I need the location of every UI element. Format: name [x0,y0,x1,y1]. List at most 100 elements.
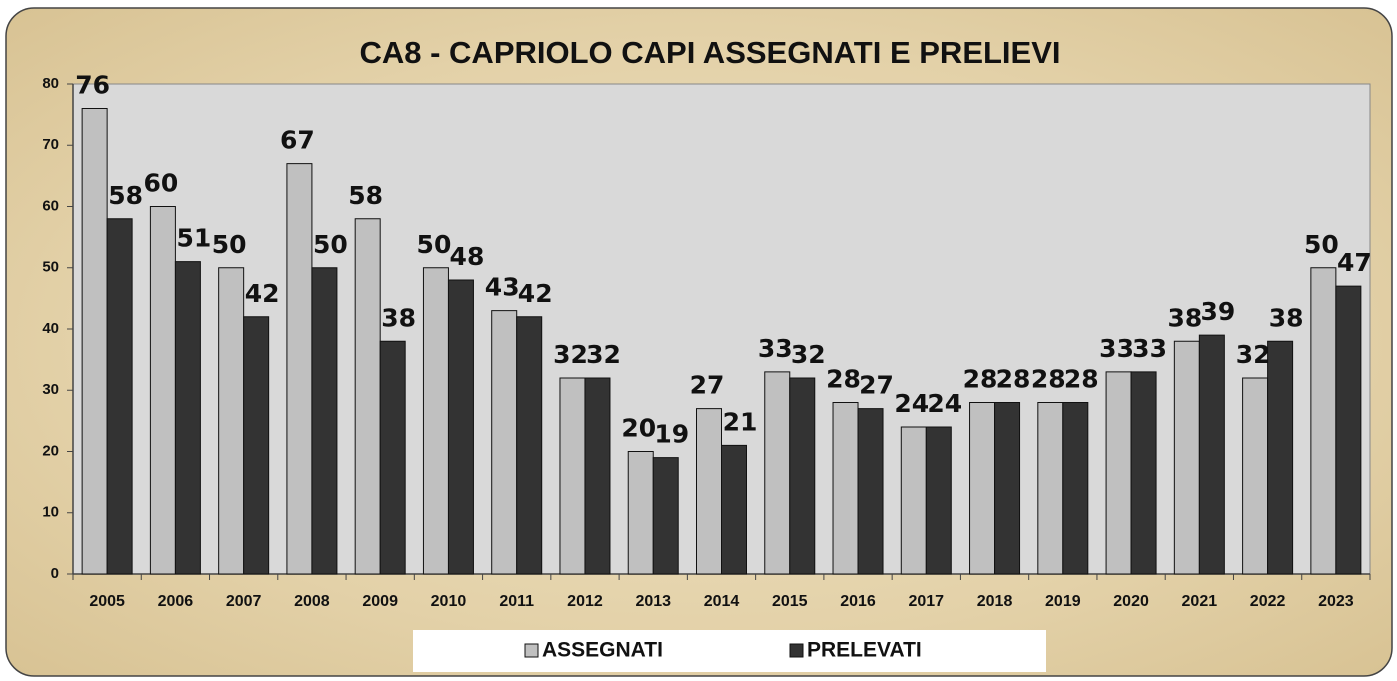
bar [652,457,679,575]
bar [764,371,791,575]
data-label: 50 [417,230,452,259]
y-tick-label: 60 [42,197,59,214]
data-label: 19 [654,420,689,449]
bar [1130,371,1157,575]
bar [447,279,474,575]
x-tick-label: 2020 [1113,593,1149,610]
y-tick-label: 10 [42,504,59,521]
x-tick-label: 2016 [840,593,876,610]
data-label: 67 [280,126,315,155]
data-label: 32 [586,340,621,369]
chart-title: CA8 - CAPRIOLO CAPI ASSEGNATI E PRELIEVI [359,35,1060,70]
bar [1335,285,1362,575]
x-tick-label: 2014 [704,593,740,610]
x-tick-label: 2018 [977,593,1013,610]
data-label: 28 [1031,365,1066,394]
bar [559,377,586,575]
y-tick-label: 80 [42,75,59,92]
bar [1242,377,1269,575]
bar [857,408,884,575]
data-label: 42 [245,279,280,308]
data-label: 58 [108,181,143,210]
bar [149,206,176,575]
data-label: 38 [1167,303,1202,332]
data-label: 27 [690,371,725,400]
data-label: 38 [381,303,416,332]
data-label: 50 [212,230,247,259]
x-tick-label: 2010 [431,593,467,610]
x-tick-label: 2012 [567,593,603,610]
legend-label: ASSEGNATI [542,639,663,662]
data-label: 51 [176,224,211,253]
data-label: 38 [1269,303,1304,332]
x-tick-label: 2005 [89,593,125,610]
data-label: 33 [1132,334,1167,363]
data-label: 28 [1064,365,1099,394]
bar [627,451,654,575]
bar [106,218,133,575]
bar [81,108,108,575]
bar [1310,267,1337,575]
data-label: 28 [963,365,998,394]
data-label: 32 [1236,340,1271,369]
bar [1173,340,1200,575]
bar [584,377,611,575]
y-tick-label: 20 [42,442,59,459]
data-label: 43 [485,273,520,302]
data-label: 60 [143,169,178,198]
data-label: 33 [1099,334,1134,363]
legend-label: PRELEVATI [807,639,922,662]
legend-swatch [524,643,539,658]
data-label: 32 [553,340,588,369]
y-tick-label: 70 [42,136,59,153]
y-tick-label: 0 [51,565,59,582]
x-tick-label: 2019 [1045,593,1081,610]
bar [243,316,270,575]
data-label: 76 [75,71,110,100]
y-tick-label: 50 [42,259,59,276]
bar [1062,402,1089,575]
bar [354,218,381,575]
data-label: 24 [894,389,929,418]
bar [1198,334,1225,575]
bar [994,402,1021,575]
bar [789,377,816,575]
legend-box [413,630,1046,672]
x-tick-label: 2022 [1250,593,1286,610]
data-label: 32 [791,340,826,369]
x-tick-label: 2013 [635,593,671,610]
y-tick-label: 30 [42,381,59,398]
x-tick-label: 2006 [158,593,194,610]
x-tick-label: 2021 [1182,593,1218,610]
x-tick-label: 2009 [362,593,398,610]
x-tick-label: 2023 [1318,593,1354,610]
bar [900,426,927,575]
bar [174,261,201,575]
data-label: 21 [723,407,758,436]
data-label: 27 [859,371,894,400]
data-label: 47 [1337,248,1372,277]
data-label: 50 [313,230,348,259]
data-label: 48 [450,242,485,271]
bar [516,316,543,575]
data-label: 28 [826,365,861,394]
data-label: 50 [1304,230,1339,259]
bar [311,267,338,575]
bar [969,402,996,575]
data-label: 58 [348,181,383,210]
bar [422,267,449,575]
bar [696,408,722,575]
x-tick-label: 2017 [908,593,944,610]
bar [1267,340,1294,575]
data-label: 20 [621,414,656,443]
x-tick-label: 2011 [499,593,534,610]
data-label: 28 [996,365,1031,394]
bar [832,402,859,575]
y-tick-label: 40 [42,320,59,337]
x-tick-label: 2008 [294,593,330,610]
x-tick-label: 2007 [226,593,262,610]
bar [491,310,518,575]
bar [1037,402,1064,575]
legend-swatch [789,643,804,658]
